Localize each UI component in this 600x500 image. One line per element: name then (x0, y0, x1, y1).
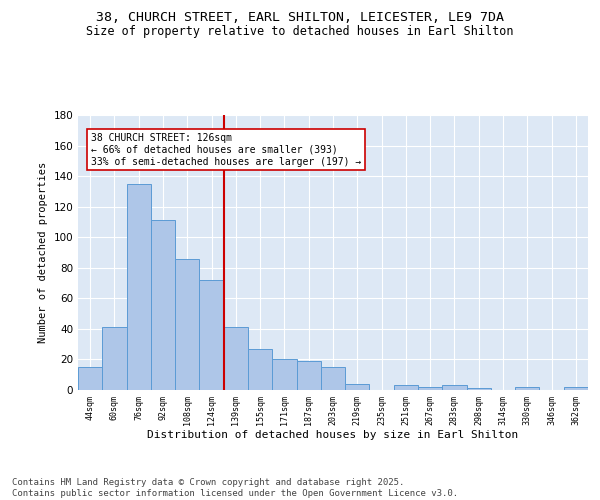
Y-axis label: Number of detached properties: Number of detached properties (38, 162, 48, 343)
Bar (564, 387, 588, 390)
Text: 38 CHURCH STREET: 126sqm
← 66% of detached houses are smaller (393)
33% of semi-: 38 CHURCH STREET: 126sqm ← 66% of detach… (91, 134, 361, 166)
Bar (78, 367, 102, 390)
Bar (296, 361, 321, 390)
X-axis label: Distribution of detached houses by size in Earl Shilton: Distribution of detached houses by size … (148, 430, 518, 440)
Bar (127, 184, 151, 390)
Bar (442, 386, 467, 390)
Text: Size of property relative to detached houses in Earl Shilton: Size of property relative to detached ho… (86, 25, 514, 38)
Bar (345, 384, 370, 390)
Text: Contains HM Land Registry data © Crown copyright and database right 2025.
Contai: Contains HM Land Registry data © Crown c… (12, 478, 458, 498)
Text: 38, CHURCH STREET, EARL SHILTON, LEICESTER, LE9 7DA: 38, CHURCH STREET, EARL SHILTON, LEICEST… (96, 11, 504, 24)
Bar (272, 360, 296, 390)
Bar (467, 388, 491, 390)
Bar (394, 386, 418, 390)
Bar (199, 280, 224, 390)
Bar (224, 328, 248, 390)
Bar (515, 387, 539, 390)
Bar (248, 349, 272, 390)
Bar (321, 367, 345, 390)
Bar (175, 258, 199, 390)
Bar (418, 387, 442, 390)
Bar (102, 328, 127, 390)
Bar (151, 220, 175, 390)
